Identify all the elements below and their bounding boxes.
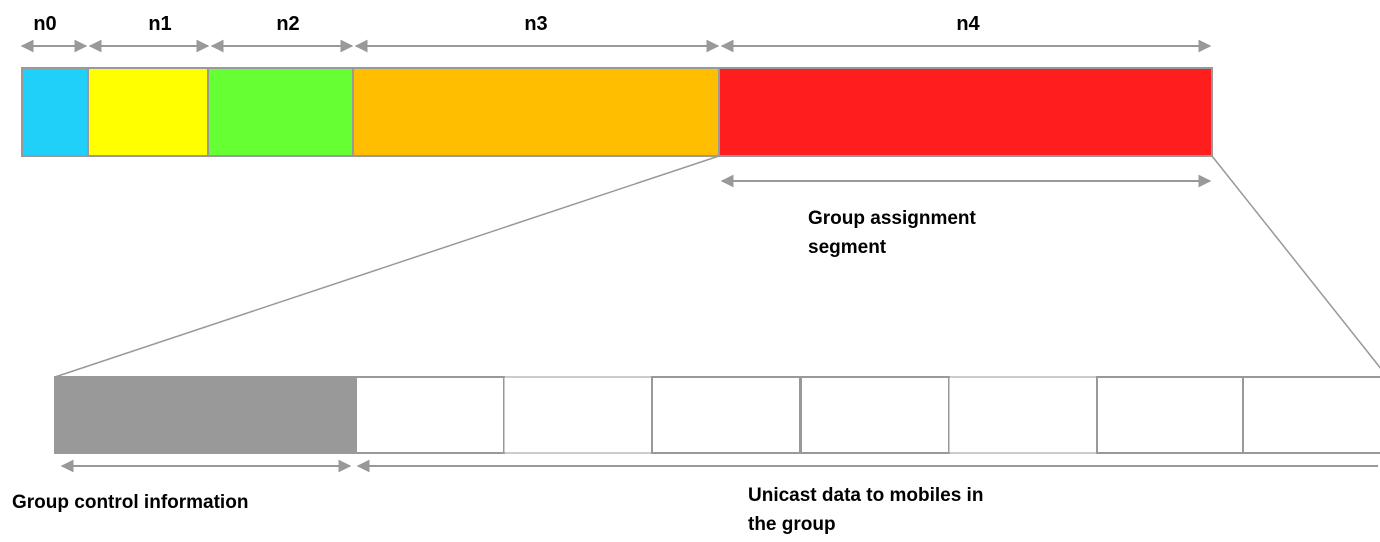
group-assignment-caption-line1: Group assignment — [808, 208, 977, 229]
unicast-caption-line2: the group — [748, 514, 836, 535]
unicast-slot — [800, 376, 950, 454]
zoom-line-left — [54, 155, 720, 378]
segment-n0 — [21, 67, 89, 157]
group-control-caption: Group control information — [12, 492, 248, 513]
segment-label-n2: n2 — [276, 13, 299, 35]
unicast-slot — [1096, 376, 1244, 454]
unicast-slot — [1242, 376, 1380, 454]
unicast-slot — [651, 376, 801, 454]
segment-label-n3: n3 — [524, 13, 547, 35]
group-control-block — [54, 376, 355, 454]
zoom-line-right — [1211, 155, 1380, 369]
segment-n4 — [718, 67, 1213, 157]
segment-n3 — [352, 67, 720, 157]
unicast-slot — [355, 376, 505, 454]
unicast-caption-line1: Unicast data to mobiles in — [748, 485, 983, 506]
unicast-slot — [503, 376, 653, 454]
segment-label-n4: n4 — [956, 13, 980, 35]
segment-label-n1: n1 — [148, 13, 171, 35]
segment-n1 — [87, 67, 209, 157]
segment-label-n0: n0 — [33, 13, 56, 35]
unicast-slot — [948, 376, 1098, 454]
segment-n2 — [207, 67, 354, 157]
group-assignment-caption-line2: segment — [808, 237, 887, 258]
